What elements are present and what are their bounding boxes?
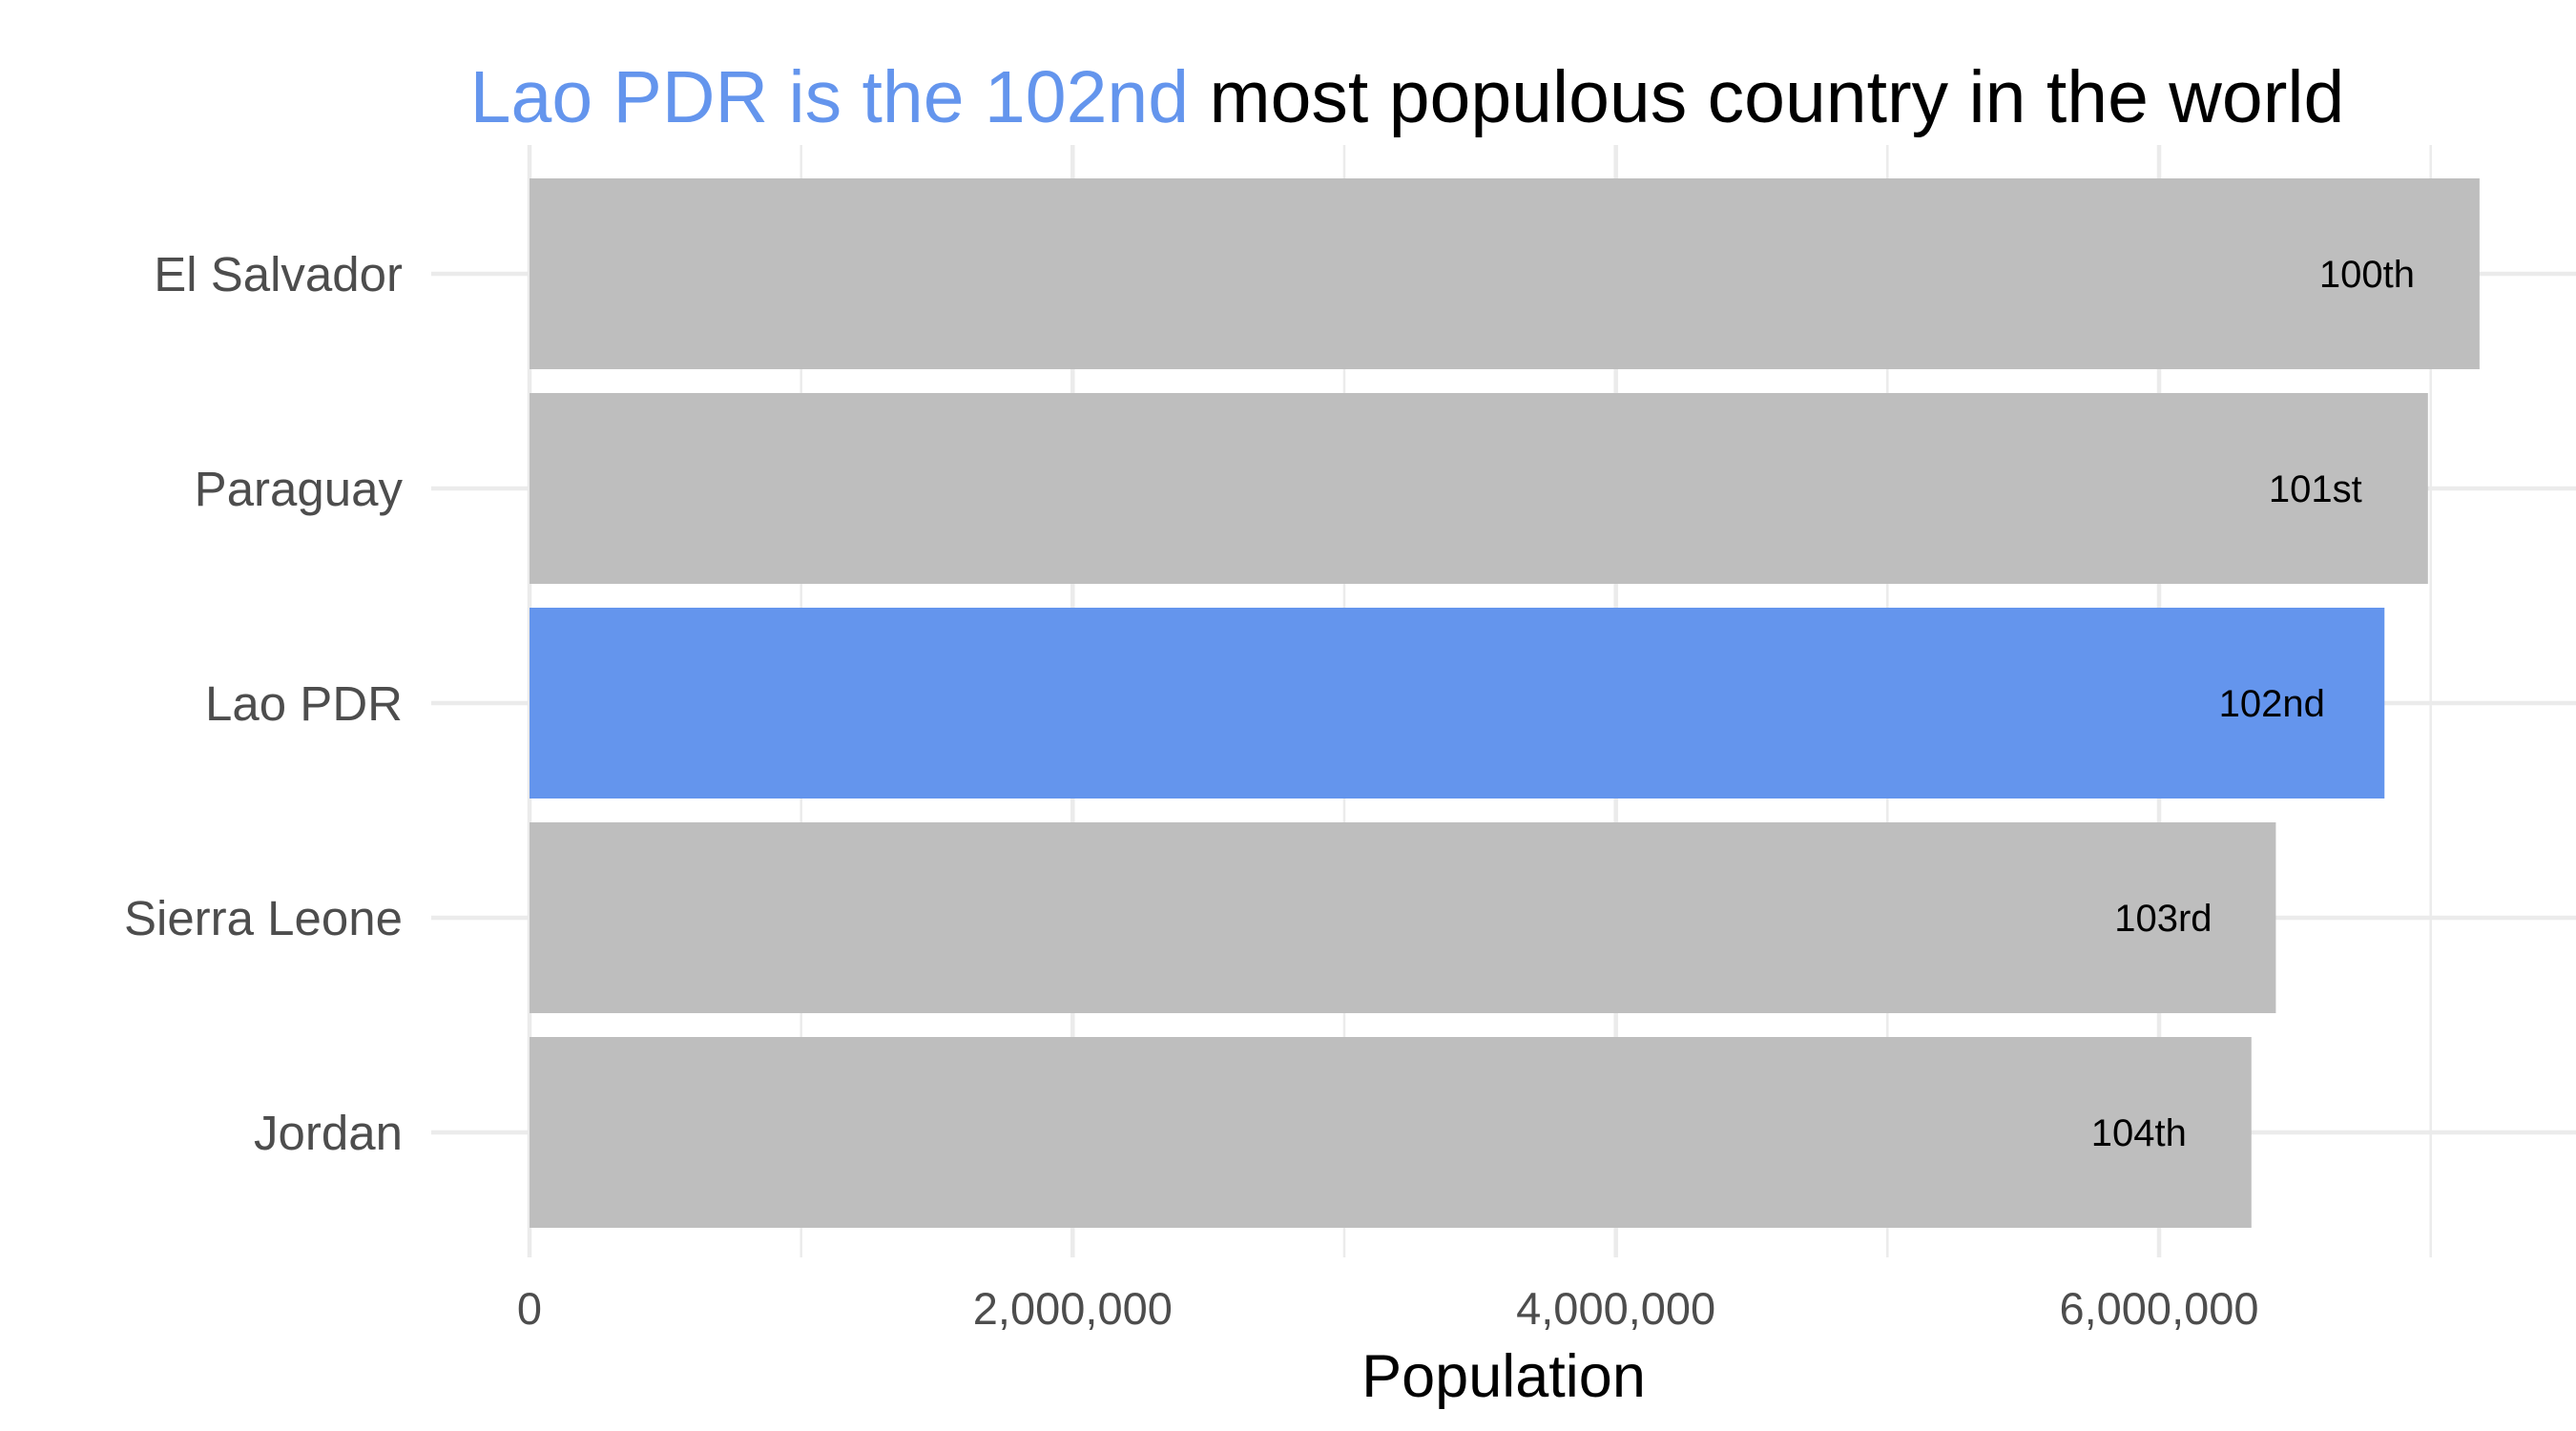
category-label: El Salvador — [154, 247, 403, 301]
bar-rank-label: 103rd — [2114, 898, 2212, 940]
bar-sierra-leone — [530, 822, 2276, 1013]
bar-rank-label: 102nd — [2219, 683, 2325, 725]
bar-paraguay — [530, 393, 2428, 584]
bar-jordan — [530, 1037, 2252, 1228]
category-label: Paraguay — [195, 462, 404, 516]
x-axis-title: Population — [1361, 1343, 1646, 1410]
x-tick-label: 2,000,000 — [973, 1283, 1173, 1334]
chart-title-rest: most populous country in the world — [1189, 56, 2344, 138]
x-tick-label: 0 — [517, 1283, 542, 1334]
category-label: Sierra Leone — [124, 891, 403, 945]
bar-rank-label: 100th — [2319, 254, 2415, 296]
bar-lao-pdr — [530, 608, 2385, 798]
bars — [530, 178, 2480, 1228]
bar-rank-label: 104th — [2091, 1112, 2187, 1154]
chart-title: Lao PDR is the 102nd most populous count… — [470, 56, 2345, 138]
category-label: Lao PDR — [205, 676, 403, 731]
x-tick-label: 4,000,000 — [1516, 1283, 1715, 1334]
x-tick-label: 6,000,000 — [2059, 1283, 2258, 1334]
labels: 100th El Salvador 101st Paraguay 102nd Lao PD… — [124, 247, 2415, 1334]
bar-rank-label: 101st — [2269, 468, 2362, 510]
bar-el-salvador — [530, 178, 2480, 369]
category-label: Jordan — [254, 1106, 403, 1160]
chart-title-highlight: Lao PDR is the 102nd — [470, 56, 1189, 138]
